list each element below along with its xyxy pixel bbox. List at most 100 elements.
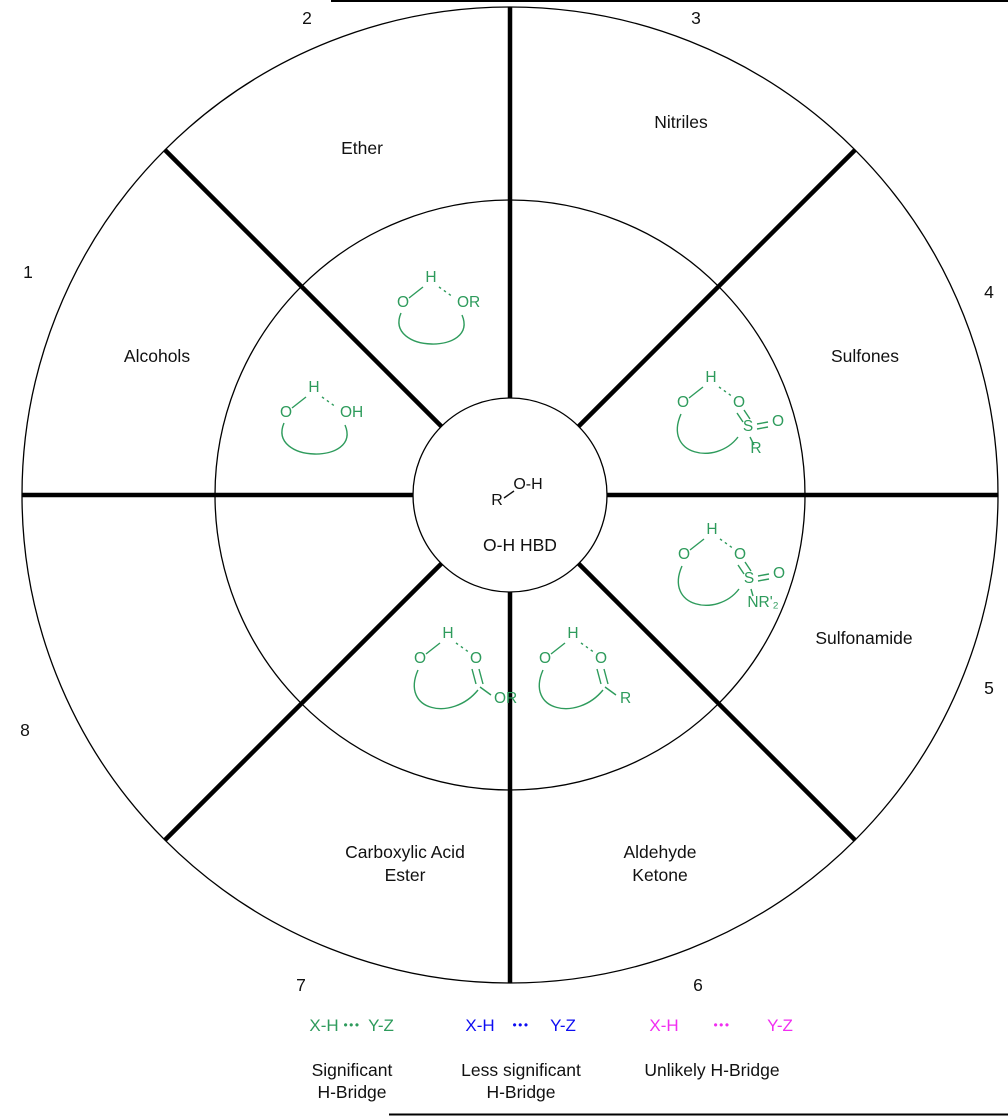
- legend-caption-significant-1: Significant: [312, 1060, 393, 1080]
- structure-ether: H O OR: [397, 269, 480, 345]
- atom-label-nr2: NR'₂: [747, 594, 778, 611]
- legend-yz-less: Y-Z: [550, 1016, 576, 1035]
- oh-bond-line: [689, 538, 705, 551]
- sector-dividers: [22, 7, 998, 983]
- inner-circle: [412, 397, 608, 593]
- so2-double-bond-line: [756, 426, 769, 430]
- so-double-bond-line: [736, 412, 744, 423]
- center-label: O-H HBD: [483, 535, 557, 555]
- sector-labels: Alcohols Ether Nitriles Sulfones Sulfona…: [124, 112, 913, 885]
- structure-ketone: H O O R: [538, 625, 631, 710]
- legend-caption-significant-2: H-Bridge: [317, 1082, 386, 1102]
- atom-label-o: O: [678, 546, 690, 563]
- atom-label-h: H: [567, 625, 578, 642]
- sector-divider-lower-right: [577, 562, 857, 842]
- sector-divider-upper-right: [577, 148, 857, 428]
- structure-alcohol: H O OH: [280, 379, 363, 455]
- legend-xh-unlikely: X-H: [649, 1016, 678, 1035]
- atom-label-acceptor-o: O: [733, 394, 745, 411]
- structure-sulfone: H O O S O R: [676, 369, 784, 457]
- atom-label-o: O: [414, 650, 426, 667]
- atom-label-acceptor-o: O: [470, 650, 482, 667]
- chain-arc: [677, 565, 740, 606]
- sr-bond-line: [749, 436, 755, 446]
- atom-label-acceptor-o: O: [595, 650, 607, 667]
- atom-label-acceptor-o: O: [734, 546, 746, 563]
- sector-number-7: 7: [296, 975, 306, 995]
- oh-bond-line: [291, 396, 307, 409]
- chain-arc: [281, 422, 348, 455]
- chain-arc: [398, 312, 465, 345]
- oh-bond-line: [688, 386, 704, 399]
- sector-number-3: 3: [691, 8, 701, 28]
- center-hub: R O-H O-H HBD: [483, 476, 557, 555]
- so2-double-bond-line: [757, 578, 770, 582]
- sector-number-8: 8: [20, 720, 30, 740]
- hbond-dots-icon: •••: [713, 1018, 730, 1032]
- sector-label-carboxylic-acid: Carboxylic Acid: [345, 842, 465, 862]
- oh-bond-line: [425, 642, 441, 655]
- atom-label-s: S: [743, 418, 753, 435]
- legend-item-unlikely: X-H ••• Y-Z Unlikely H-Bridge: [644, 1016, 793, 1080]
- so2-double-bond-line: [756, 421, 769, 425]
- c-r-bond-line: [604, 686, 617, 696]
- so2-double-bond-line: [757, 573, 770, 577]
- sector-label-sulfonamide: Sulfonamide: [815, 628, 912, 648]
- hbond-dashed-line: [580, 642, 596, 654]
- sector-label-ester: Ester: [385, 865, 426, 885]
- chain-arc: [413, 669, 479, 710]
- hbond-dashed-line: [719, 538, 735, 550]
- legend-item-significant: X-H ••• Y-Z Significant H-Bridge: [309, 1016, 394, 1102]
- atom-label-o: O: [539, 650, 551, 667]
- atom-label-oh: O-H: [513, 476, 542, 493]
- sector-label-alcohols: Alcohols: [124, 346, 190, 366]
- chain-arc: [676, 413, 739, 454]
- atom-label-h: H: [442, 625, 453, 642]
- sector-label-sulfones: Sulfones: [831, 346, 899, 366]
- hbond-dashed-line: [455, 642, 471, 654]
- c-or-bond-line: [479, 686, 492, 696]
- hbond-dashed-line: [438, 286, 454, 298]
- co-double-bond-line: [478, 668, 484, 685]
- sector-number-6: 6: [693, 975, 703, 995]
- sector-number-2: 2: [302, 8, 312, 28]
- legend-item-less-significant: X-H ••• Y-Z Less significant H-Bridge: [461, 1016, 581, 1102]
- so-double-bond-line: [743, 409, 751, 420]
- co-double-bond-line: [596, 668, 602, 685]
- sector-number-1: 1: [23, 262, 33, 282]
- atom-label-h: H: [705, 369, 716, 386]
- legend-xh-significant: X-H: [309, 1016, 338, 1035]
- atom-label-or: OR: [494, 690, 517, 707]
- legend: X-H ••• Y-Z Significant H-Bridge X-H •••…: [309, 1016, 793, 1102]
- sector-label-ether: Ether: [341, 138, 383, 158]
- co-double-bond-line: [603, 668, 609, 685]
- atom-label-o2: O: [773, 565, 785, 582]
- structure-ester: H O O OR: [413, 625, 517, 710]
- r-o-bond-line: [503, 490, 515, 499]
- atom-label-r: R: [750, 440, 761, 457]
- sector-divider-lower-left: [163, 562, 443, 842]
- atom-label-o: O: [280, 404, 292, 421]
- sector-divider-upper-left: [163, 148, 443, 428]
- atom-label-or: OR: [457, 294, 480, 311]
- co-double-bond-line: [471, 668, 477, 685]
- atom-label-h: H: [425, 269, 436, 286]
- atom-label-o: O: [677, 394, 689, 411]
- structure-sulfonamide: H O O S O NR'₂: [677, 521, 785, 611]
- hbond-dashed-line: [718, 386, 734, 398]
- sector-number-4: 4: [984, 282, 994, 302]
- atom-label-r: R: [491, 492, 503, 509]
- atom-label-o2: O: [772, 413, 784, 430]
- sector-label-nitriles: Nitriles: [654, 112, 708, 132]
- oh-bond-line: [550, 642, 566, 655]
- legend-yz-unlikely: Y-Z: [767, 1016, 793, 1035]
- legend-caption-less-2: H-Bridge: [486, 1082, 555, 1102]
- hbond-dashed-line: [321, 396, 337, 408]
- atom-label-h: H: [706, 521, 717, 538]
- chain-arc: [538, 669, 604, 710]
- sector-label-ketone: Ketone: [632, 865, 687, 885]
- atom-label-oh: OH: [340, 404, 363, 421]
- so-double-bond-line: [737, 564, 745, 575]
